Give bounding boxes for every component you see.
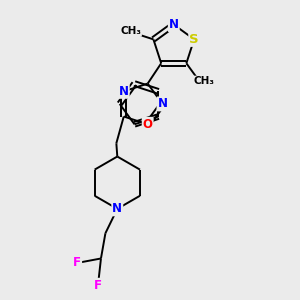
Text: CH₃: CH₃ — [194, 76, 214, 86]
Text: F: F — [94, 279, 102, 292]
Text: N: N — [169, 18, 179, 31]
Text: O: O — [143, 118, 153, 131]
Text: N: N — [119, 85, 129, 98]
Text: N: N — [158, 98, 167, 110]
Text: N: N — [112, 202, 122, 215]
Text: S: S — [189, 33, 199, 46]
Text: F: F — [73, 256, 81, 269]
Text: CH₃: CH₃ — [120, 26, 141, 36]
